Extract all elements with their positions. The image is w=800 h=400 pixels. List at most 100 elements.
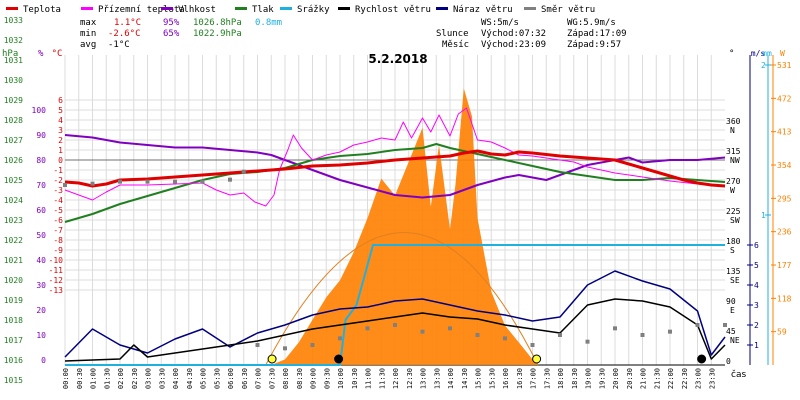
x-tick-label: 20:30 [626, 368, 634, 389]
tick-dir-label: SW [730, 216, 740, 225]
tick-dir: 225 [726, 207, 741, 216]
legend-label: Náraz větru [453, 5, 513, 15]
wind-direction-point [90, 181, 95, 186]
tick-hpa: 1033 [4, 16, 23, 25]
wind-ws: WS:5m/s [481, 18, 519, 28]
stat-max-press: 1026.8hPa [193, 18, 242, 28]
x-tick-label: 05:30 [213, 368, 221, 389]
x-tick-label: 17:30 [543, 368, 551, 389]
wind-direction-point [448, 326, 452, 331]
tick-ms: 2 [754, 321, 759, 330]
tick-dir: 315 [726, 147, 741, 156]
tick-dir-label: E [730, 306, 735, 315]
tick-w: 531 [777, 61, 792, 70]
tick-hpa: 1031 [4, 56, 23, 65]
wind-direction-point [640, 333, 645, 337]
wind-direction-point [420, 329, 425, 334]
moon-rise: Východ:23:09 [481, 40, 546, 50]
tick-hpa: 1025 [4, 176, 23, 185]
tick-w: 236 [777, 228, 792, 237]
wind-direction-point [695, 323, 700, 327]
stat-min-label: min [80, 29, 96, 39]
tick-pct: 40 [36, 256, 46, 265]
x-tick-label: 15:00 [475, 368, 483, 389]
tick-temp: -6 [53, 216, 63, 225]
x-tick-label: 16:30 [516, 368, 524, 389]
x-tick-label: 23:00 [695, 368, 703, 389]
x-tick-label: 12:00 [392, 368, 400, 389]
stats-header: max 1.1°C 95% 1026.8hPa 0.8mm min -2.6°C… [80, 18, 627, 50]
tick-w: 295 [777, 194, 792, 203]
wind-direction-point [503, 336, 507, 341]
wind-direction-point [530, 343, 535, 347]
tick-hpa: 1020 [4, 276, 23, 285]
tick-hpa: 1021 [4, 256, 23, 265]
x-tick-label: 02:00 [117, 368, 125, 389]
wind-direction-point [200, 179, 205, 184]
x-tick-label: 10:30 [351, 368, 359, 389]
legend-label: Tlak [252, 5, 274, 15]
sun-rise: Východ:07:32 [481, 29, 546, 39]
axis-unit-mm: mm [762, 49, 772, 58]
wind-direction-point [173, 179, 177, 184]
tick-hpa: 1024 [4, 196, 23, 205]
axes: hPa% °C1033103210311030102910281027102610… [2, 16, 792, 389]
stat-max-label: max [80, 18, 97, 28]
tick-dir: 360 [726, 117, 741, 126]
tick-ms: 1 [754, 341, 759, 350]
tick-w: 177 [777, 261, 792, 270]
tick-dir-label: S [730, 246, 735, 255]
sun-label: Slunce [436, 29, 469, 39]
x-tick-label: 04:30 [186, 368, 194, 389]
tick-temp: -11 [49, 266, 64, 275]
sunrise-marker [267, 354, 277, 364]
tick-mm: 2 [761, 61, 766, 70]
stat-min-temp: -2.6°C [108, 29, 141, 39]
tick-temp: -4 [53, 196, 63, 205]
legend-swatch [280, 7, 292, 10]
series-n-raz-v-tru [64, 270, 726, 358]
tick-pct: 80 [36, 156, 46, 165]
sun-arc [265, 232, 539, 366]
wind-direction-point [338, 336, 342, 341]
tick-pct: 20 [36, 306, 46, 315]
tick-temp: -2 [53, 176, 63, 185]
tick-w: 413 [777, 128, 792, 137]
tick-temp: -10 [49, 256, 64, 265]
legend-swatch [81, 7, 93, 10]
x-tick-label: 17:00 [530, 368, 538, 389]
legend-swatch [6, 7, 18, 10]
legend-label: Teplota [23, 5, 61, 15]
tick-temp: -8 [53, 236, 63, 245]
wind-direction-point [668, 329, 672, 334]
x-tick-label: 12:30 [406, 368, 414, 389]
sun-set: Západ:17:09 [567, 29, 627, 39]
wind-direction-point [283, 346, 287, 351]
x-tick-label: 20:00 [612, 368, 620, 389]
x-tick-label: 14:30 [461, 368, 469, 389]
tick-ms: 6 [754, 241, 759, 250]
moonset-marker [334, 354, 344, 364]
stat-avg-temp: -1°C [108, 40, 130, 50]
x-tick-label: 08:30 [296, 368, 304, 389]
x-tick-label: 08:00 [282, 368, 290, 389]
tick-dir: 180 [726, 237, 741, 246]
x-tick-label: 05:00 [200, 368, 208, 389]
x-tick-label: 16:00 [502, 368, 510, 389]
tick-pct: 50 [36, 231, 46, 240]
wind-direction-point [613, 326, 617, 331]
x-tick-label: 21:30 [653, 368, 661, 389]
legend-label: Rychlost větru [355, 5, 431, 15]
tick-hpa: 1026 [4, 156, 23, 165]
x-tick-label: 10:00 [337, 368, 345, 389]
tick-hpa: 1015 [4, 376, 23, 385]
tick-pct: 90 [36, 131, 46, 140]
wind-direction-point [228, 177, 232, 182]
x-tick-label: 06:00 [227, 368, 235, 389]
tick-temp: 5 [58, 106, 63, 115]
axis-unit-temp: °C [52, 49, 63, 59]
tick-dir: 135 [726, 267, 741, 276]
x-tick-label: 23:30 [708, 368, 716, 389]
